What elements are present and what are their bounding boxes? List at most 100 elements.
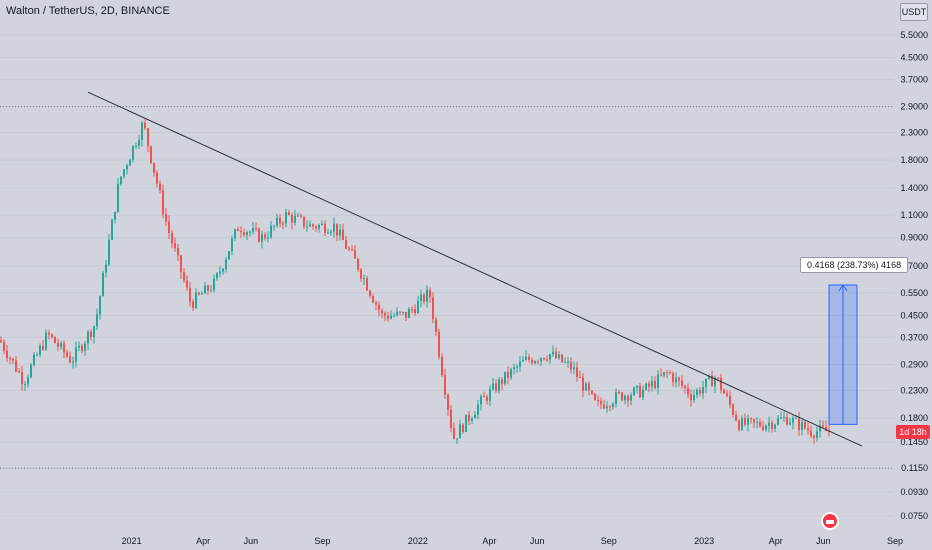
candle-body: [165, 213, 167, 222]
candle-body: [570, 361, 572, 370]
candle-body: [768, 422, 770, 426]
candle-body: [438, 331, 440, 357]
candle-body: [297, 215, 299, 217]
candle-body: [471, 418, 473, 421]
candle-body: [261, 234, 263, 242]
candle-body: [3, 342, 5, 351]
candle-body: [453, 427, 455, 439]
candle-body: [636, 385, 638, 388]
candle-body: [420, 294, 422, 301]
y-tick-label: 0.0750: [900, 511, 928, 521]
candle-body: [822, 425, 824, 428]
candle-body: [591, 390, 593, 394]
candle-body: [603, 404, 605, 409]
candle-body: [564, 361, 566, 363]
candle-body: [813, 436, 815, 438]
candle-body: [675, 377, 677, 383]
candle-body: [720, 377, 722, 391]
candle-body: [618, 392, 620, 394]
candle-body: [630, 395, 632, 401]
currency-badge[interactable]: USDT: [900, 3, 928, 21]
candle-body: [606, 406, 608, 409]
candle-body: [162, 190, 164, 214]
candle-body: [708, 375, 710, 379]
candle-body: [66, 352, 68, 357]
candle-body: [9, 358, 11, 360]
candle-body: [786, 417, 788, 425]
candle-body: [495, 383, 497, 391]
candle-body: [498, 379, 500, 391]
candle-body: [549, 354, 551, 360]
candle-body: [27, 377, 29, 385]
candle-body: [693, 395, 695, 401]
candle-body: [249, 231, 251, 233]
candle-body: [681, 380, 683, 386]
candle-body: [201, 293, 203, 295]
candle-body: [699, 389, 701, 394]
candle-body: [129, 159, 131, 166]
candle-body: [372, 295, 374, 303]
candle-body: [732, 404, 734, 415]
candle-body: [102, 272, 104, 297]
candle-body: [828, 431, 830, 433]
candle-body: [663, 372, 665, 376]
candle-body: [633, 387, 635, 396]
candle-body: [351, 249, 353, 251]
candle-body: [819, 425, 821, 432]
candle-body: [441, 356, 443, 376]
candle-body: [21, 372, 23, 385]
candle-body: [237, 229, 239, 232]
candle-body: [168, 221, 170, 233]
x-tick-label: 2021: [122, 536, 142, 546]
candle-body: [387, 315, 389, 319]
x-tick-label: Apr: [196, 536, 210, 546]
candle-body: [171, 232, 173, 244]
candle-body: [783, 417, 785, 419]
candle-body: [135, 145, 137, 147]
candle-body: [282, 223, 284, 225]
x-tick-label: 2023: [694, 536, 714, 546]
candle-body: [381, 310, 383, 314]
candle-body: [369, 290, 371, 296]
candle-body: [42, 345, 44, 350]
us-flag-icon[interactable]: [821, 512, 839, 530]
x-tick-label: Sep: [601, 536, 617, 546]
candle-body: [51, 334, 53, 337]
candle-body: [189, 287, 191, 302]
candle-body: [651, 381, 653, 387]
candle-body: [510, 369, 512, 378]
candle-body: [825, 427, 827, 432]
candle-body: [489, 389, 491, 401]
candle-body: [594, 393, 596, 400]
candle-body: [33, 354, 35, 365]
candle-body: [648, 383, 650, 387]
candle-body: [120, 176, 122, 184]
chart-title: Walton / TetherUS, 2D, BINANCE: [6, 5, 170, 17]
candle-body: [6, 350, 8, 359]
candle-body: [84, 343, 86, 351]
candle-body: [723, 390, 725, 394]
candle-body: [339, 229, 341, 236]
candle-body: [330, 231, 332, 233]
candle-body: [75, 347, 77, 362]
candle-body: [795, 417, 797, 419]
candle-body: [78, 345, 80, 348]
candle-body: [561, 354, 563, 363]
candle-body: [363, 278, 365, 280]
candle-body: [687, 388, 689, 395]
candle-body: [423, 294, 425, 302]
candle-body: [87, 331, 89, 344]
candle-body: [735, 414, 737, 421]
candle-body: [426, 289, 428, 302]
y-tick-label: 0.9000: [900, 233, 928, 243]
candle-body: [717, 377, 719, 379]
candle-body: [324, 223, 326, 233]
y-tick-label: 1.1000: [900, 210, 928, 220]
candle-body: [276, 217, 278, 226]
x-tick-label: Apr: [482, 536, 496, 546]
candle-body: [258, 228, 260, 242]
y-tick-label: 4.5000: [900, 52, 928, 62]
candle-body: [114, 211, 116, 220]
